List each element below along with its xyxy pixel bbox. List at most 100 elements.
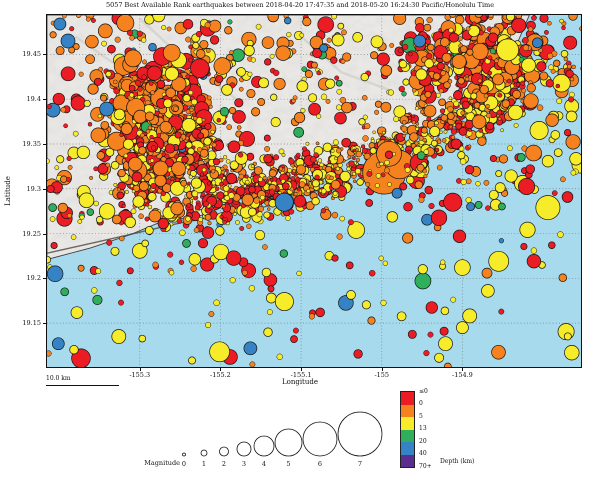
quake-marker xyxy=(263,154,273,164)
quake-marker xyxy=(335,79,343,87)
quake-marker xyxy=(489,154,497,163)
y-tick-mark xyxy=(43,99,46,101)
quake-marker xyxy=(204,213,212,221)
quake-marker xyxy=(203,137,212,146)
quake-marker xyxy=(370,35,384,49)
quake-marker xyxy=(215,74,224,84)
quake-marker xyxy=(465,178,472,185)
quake-marker xyxy=(105,147,115,157)
quake-marker xyxy=(170,176,175,182)
quake-marker xyxy=(527,26,534,32)
quake-marker xyxy=(106,239,113,246)
quake-marker xyxy=(560,50,569,58)
quake-marker xyxy=(168,270,175,276)
quake-marker xyxy=(370,51,379,60)
y-tick-label: 19.25 xyxy=(22,229,41,238)
quake-marker xyxy=(470,72,484,85)
magnitude-legend-circle xyxy=(182,452,186,457)
quake-marker xyxy=(113,108,126,121)
quake-marker xyxy=(541,155,555,168)
quake-marker xyxy=(143,198,149,204)
quake-marker xyxy=(441,52,452,63)
quake-marker xyxy=(171,76,187,92)
quake-marker xyxy=(269,178,274,182)
quake-marker xyxy=(118,299,124,306)
quake-marker xyxy=(263,134,271,142)
quake-marker xyxy=(113,87,120,95)
quake-marker xyxy=(204,22,211,29)
quake-marker xyxy=(258,77,269,89)
quake-marker xyxy=(246,223,252,229)
quake-marker xyxy=(288,208,295,215)
quake-marker xyxy=(225,159,231,164)
quake-marker xyxy=(458,127,468,136)
quake-marker xyxy=(147,192,157,202)
quake-marker xyxy=(489,48,496,55)
quake-marker xyxy=(485,205,491,211)
quake-marker xyxy=(193,227,200,233)
quake-marker xyxy=(443,362,452,367)
quake-marker xyxy=(227,140,241,154)
quake-marker xyxy=(144,226,154,235)
quake-marker xyxy=(539,15,549,23)
quake-marker xyxy=(187,147,195,155)
quake-marker xyxy=(200,172,205,177)
quake-marker xyxy=(519,221,536,238)
quake-marker xyxy=(241,193,254,206)
quake-marker xyxy=(361,147,368,154)
quake-marker xyxy=(436,164,443,171)
quake-marker xyxy=(150,90,155,95)
x-tick-mark xyxy=(462,368,464,371)
y-tick-label: 19.2 xyxy=(26,274,41,283)
depth-legend-title: Depth (km) xyxy=(440,458,475,465)
quake-marker xyxy=(496,109,503,116)
quake-marker xyxy=(426,16,433,24)
depth-colorbar-tick-label: 70+ xyxy=(419,462,432,470)
quake-marker xyxy=(438,98,446,107)
quake-marker xyxy=(182,18,194,30)
quake-marker xyxy=(483,179,490,186)
quake-marker xyxy=(415,121,420,126)
quake-marker xyxy=(179,229,186,236)
quake-marker xyxy=(310,156,317,163)
quake-marker xyxy=(292,168,297,174)
quake-marker xyxy=(238,86,244,92)
quake-marker xyxy=(341,29,347,36)
quake-marker xyxy=(495,170,503,178)
quake-marker xyxy=(453,100,460,107)
quake-marker xyxy=(267,15,279,23)
quake-marker xyxy=(135,79,142,87)
quake-marker xyxy=(443,192,463,212)
quake-marker xyxy=(348,160,355,167)
depth-colorbar-tick-label: 40 xyxy=(419,450,427,458)
quake-marker xyxy=(438,336,453,352)
quake-marker xyxy=(142,59,147,65)
quake-marker xyxy=(123,153,129,159)
quake-marker xyxy=(427,331,434,338)
quake-marker xyxy=(488,32,499,43)
quake-marker xyxy=(221,84,233,96)
quake-marker xyxy=(415,68,428,81)
quake-marker xyxy=(69,345,79,355)
quake-marker xyxy=(553,148,563,157)
y-tick-label: 19.35 xyxy=(22,139,41,148)
quake-marker xyxy=(278,148,285,155)
quake-marker xyxy=(212,158,221,166)
quake-marker xyxy=(232,110,246,124)
quake-marker xyxy=(525,144,542,162)
quake-marker xyxy=(132,75,138,81)
quake-marker xyxy=(464,76,470,82)
quake-marker xyxy=(194,204,201,211)
quake-marker xyxy=(434,120,439,126)
quake-marker xyxy=(299,181,306,188)
quake-marker xyxy=(138,334,147,343)
quake-marker xyxy=(116,191,125,200)
quake-marker xyxy=(67,164,73,170)
quake-marker xyxy=(488,15,494,19)
quake-marker xyxy=(351,171,357,176)
quake-marker xyxy=(145,129,151,134)
quake-marker xyxy=(546,52,554,60)
y-tick-mark xyxy=(43,143,46,145)
quake-marker xyxy=(249,361,256,367)
quake-marker xyxy=(563,128,572,137)
